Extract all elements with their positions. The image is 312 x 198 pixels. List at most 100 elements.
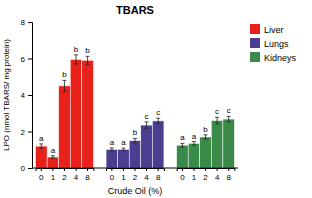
letter-label: c xyxy=(145,112,149,121)
x-tick-mark xyxy=(146,168,147,171)
y-tick-label: 8 xyxy=(21,18,26,27)
x-tick-label: 1 xyxy=(192,173,197,182)
x-tick: 8 xyxy=(85,168,90,182)
x-tick-label: 8 xyxy=(156,173,161,182)
x-tick: 4 xyxy=(144,168,149,182)
legend-swatch xyxy=(250,38,260,48)
error-bar xyxy=(110,148,114,151)
y-tick: 2 xyxy=(21,128,32,137)
x-tick-mark xyxy=(111,168,112,171)
legend-label: Lungs xyxy=(264,39,289,49)
y-tick-label: 6 xyxy=(21,55,26,64)
y-tick-mark xyxy=(28,95,32,96)
bar xyxy=(188,143,200,168)
x-tick-mark xyxy=(228,168,229,171)
plot-area: aabbbaabccaabcc02468012480124801248 xyxy=(21,18,238,182)
x-axis-segment xyxy=(177,169,235,172)
bar xyxy=(36,146,48,168)
x-tick: 0 xyxy=(110,168,115,182)
bar-group xyxy=(36,55,94,168)
annotations: aabbbaabccaabcc xyxy=(39,45,231,155)
x-tick: 2 xyxy=(62,168,67,182)
y-axis: 0 2 4 6 8 xyxy=(21,18,33,173)
y-axis-line xyxy=(28,23,33,169)
x-tick-mark xyxy=(64,168,65,171)
error-bar xyxy=(51,156,55,159)
letter-label: a xyxy=(51,146,56,155)
bar xyxy=(70,59,82,168)
bar xyxy=(141,125,153,168)
x-tick-label: 8 xyxy=(85,173,90,182)
x-tick-mark xyxy=(87,168,88,171)
y-tick: 6 xyxy=(21,55,32,64)
letter-label: a xyxy=(110,138,115,147)
letter-label: b xyxy=(62,70,67,79)
y-tick-mark xyxy=(28,22,32,23)
x-tick: 8 xyxy=(156,168,161,182)
x-tick: 8 xyxy=(226,168,231,182)
legend-swatch xyxy=(250,52,260,62)
x-tick-mark xyxy=(135,168,136,171)
y-tick-mark xyxy=(28,132,32,133)
legend-item: Lungs xyxy=(250,38,289,49)
error-bar xyxy=(74,55,78,64)
x-tick-mark xyxy=(123,168,124,171)
x-axis: 01248 xyxy=(107,168,165,182)
legend: Liver Lungs Kidneys xyxy=(250,24,297,63)
x-tick-label: 4 xyxy=(74,173,79,182)
bar xyxy=(59,86,71,168)
chart-svg: aabbbaabccaabcc02468012480124801248TBARS… xyxy=(0,0,312,198)
legend-label: Liver xyxy=(264,25,284,35)
y-tick-label: 0 xyxy=(21,164,26,173)
x-axis: 01248 xyxy=(36,168,94,182)
letter-label: b xyxy=(203,125,208,134)
error-bar xyxy=(133,138,137,142)
x-axis: 01248 xyxy=(177,168,235,182)
error-bar xyxy=(145,122,149,129)
y-tick-mark xyxy=(28,59,32,60)
x-tick-mark xyxy=(52,168,53,171)
error-bar xyxy=(156,118,160,123)
x-tick: 4 xyxy=(74,168,79,182)
x-tick: 0 xyxy=(180,168,185,182)
x-tick: 0 xyxy=(39,168,44,182)
error-bar xyxy=(62,80,66,91)
letter-label: b xyxy=(85,46,90,55)
error-bar xyxy=(215,117,219,124)
bar xyxy=(223,119,235,168)
x-tick-mark xyxy=(182,168,183,171)
letter-label: a xyxy=(39,134,44,143)
bar xyxy=(106,149,118,168)
letter-label: a xyxy=(192,132,197,141)
x-tick-mark xyxy=(41,168,42,171)
letter-label: c xyxy=(227,106,231,115)
error-bar xyxy=(227,116,231,121)
letter-label: a xyxy=(180,133,185,142)
x-tick: 1 xyxy=(192,168,197,182)
x-tick-mark xyxy=(217,168,218,171)
letter-label: a xyxy=(121,138,126,147)
bar-group xyxy=(177,116,235,168)
x-tick: 2 xyxy=(133,168,138,182)
legend-label: Kidneys xyxy=(264,53,297,63)
x-tick: 4 xyxy=(215,168,220,182)
x-tick-label: 8 xyxy=(226,173,231,182)
error-bar xyxy=(192,142,196,146)
y-tick-mark xyxy=(28,168,32,169)
x-axis-title: Crude Oil (%) xyxy=(108,186,163,196)
marks xyxy=(36,55,235,168)
bar xyxy=(177,145,189,168)
error-bar xyxy=(204,135,208,139)
x-axis-segment xyxy=(36,169,94,172)
y-tick-label: 4 xyxy=(21,91,26,100)
bar xyxy=(82,60,94,168)
x-tick: 1 xyxy=(51,168,56,182)
error-bar xyxy=(121,148,125,151)
y-tick: 0 xyxy=(21,164,32,173)
chart-container: aabbbaabccaabcc02468012480124801248TBARS… xyxy=(0,0,312,198)
letter-label: c xyxy=(156,108,160,117)
x-tick-label: 4 xyxy=(144,173,149,182)
legend-item: Kidneys xyxy=(250,52,297,63)
x-tick-mark xyxy=(158,168,159,171)
x-tick-label: 2 xyxy=(62,173,67,182)
